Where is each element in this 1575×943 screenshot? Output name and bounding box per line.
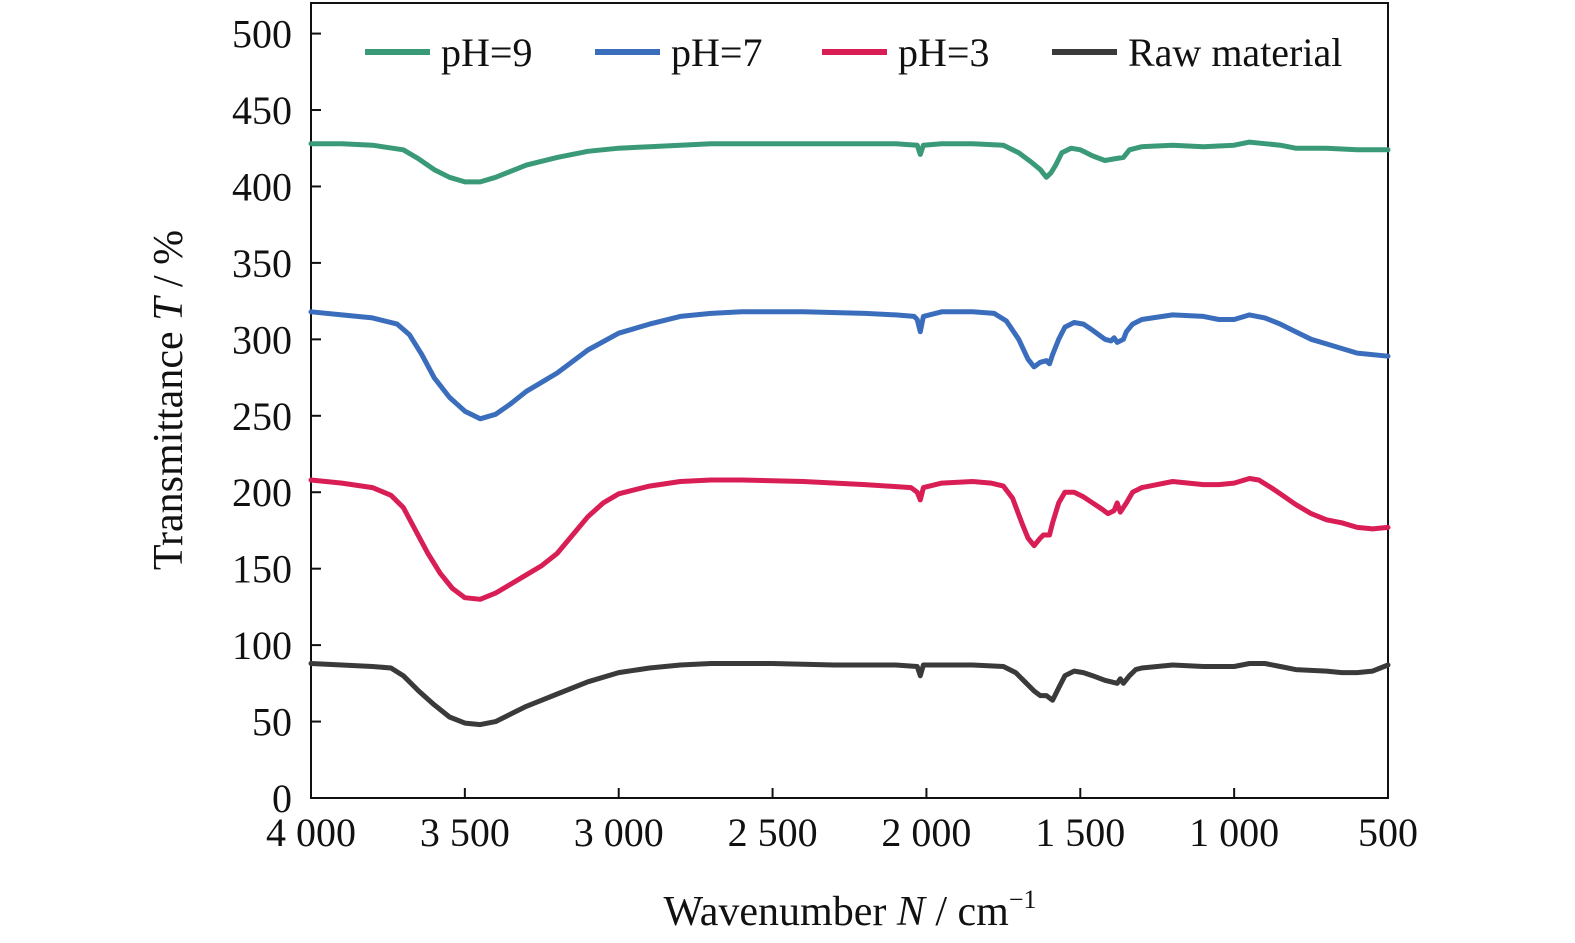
y-axis-title: Transmittance T / % [146, 230, 192, 570]
x-tick-label: 1 000 [1189, 810, 1279, 855]
legend-item: pH=3 [822, 30, 989, 75]
y-tick-label: 200 [232, 470, 292, 515]
plot-frame [310, 2, 1389, 799]
x-tick-label: 3 500 [420, 810, 510, 855]
x-tick-label: 1 500 [1035, 810, 1125, 855]
legend-label: pH=3 [898, 30, 989, 75]
legend-label: pH=9 [441, 30, 532, 75]
legend-item: pH=7 [595, 30, 762, 75]
series-layer [308, 139, 1391, 728]
y-tick-label: 100 [232, 623, 292, 668]
series-line-2 [308, 476, 1391, 602]
legend-item: pH=9 [365, 30, 532, 75]
series-line-0 [308, 139, 1391, 185]
x-tick-label: 2 500 [728, 810, 818, 855]
y-tick-label: 350 [232, 241, 292, 286]
x-tick-label: 3 000 [574, 810, 664, 855]
series-line-3 [308, 661, 1391, 728]
y-tick-label: 150 [232, 547, 292, 592]
legend-label: Raw material [1128, 30, 1342, 75]
y-tick-label: 50 [252, 700, 292, 745]
legend: pH=9 pH=7 pH=3 Raw material [365, 30, 1342, 75]
x-tick-label: 4 000 [266, 810, 356, 855]
legend-item: Raw material [1052, 30, 1342, 75]
y-tick-label: 450 [232, 88, 292, 133]
y-tick-label: 300 [232, 317, 292, 362]
y-tick-label: 0 [272, 776, 292, 821]
y-tick-label: 400 [232, 164, 292, 209]
y-tick-label: 500 [232, 12, 292, 57]
y-tick-label: 250 [232, 394, 292, 439]
axis-ticks: 4 000 3 500 3 000 2 500 2 000 1 500 1 000 500 0 5… [232, 12, 1418, 855]
legend-label: pH=7 [671, 30, 762, 75]
x-axis-title: Wavenumber N / cm−1 [663, 885, 1036, 935]
x-tick-label: 500 [1358, 810, 1418, 855]
series-line-1 [308, 309, 1391, 422]
x-tick-label: 2 000 [881, 810, 971, 855]
